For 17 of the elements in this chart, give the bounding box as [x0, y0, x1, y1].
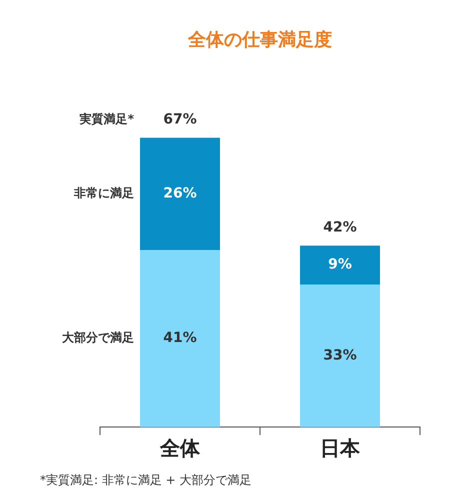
bar — [140, 250, 220, 427]
chart-title: 全体の仕事満足度 — [187, 29, 332, 50]
bar — [140, 138, 220, 250]
bar — [300, 246, 380, 285]
total-label: 67% — [163, 111, 197, 128]
bar — [300, 284, 380, 427]
text: *実質満足: 非常に満足 + 大部分で満足 — [40, 472, 252, 489]
text: 実質満足* — [78, 112, 135, 126]
data-label: 9% — [328, 256, 352, 273]
x-tick-label: 日本 — [320, 436, 361, 460]
data-label: 41% — [163, 330, 197, 346]
x-tick-label: 全体 — [159, 436, 201, 460]
data-label: 26% — [163, 185, 197, 202]
total-label: 42% — [323, 219, 357, 236]
data-label: 33% — [323, 347, 357, 364]
series-label: 大部分で満足 — [62, 330, 134, 345]
series-label: 非常に満足 — [73, 186, 134, 200]
